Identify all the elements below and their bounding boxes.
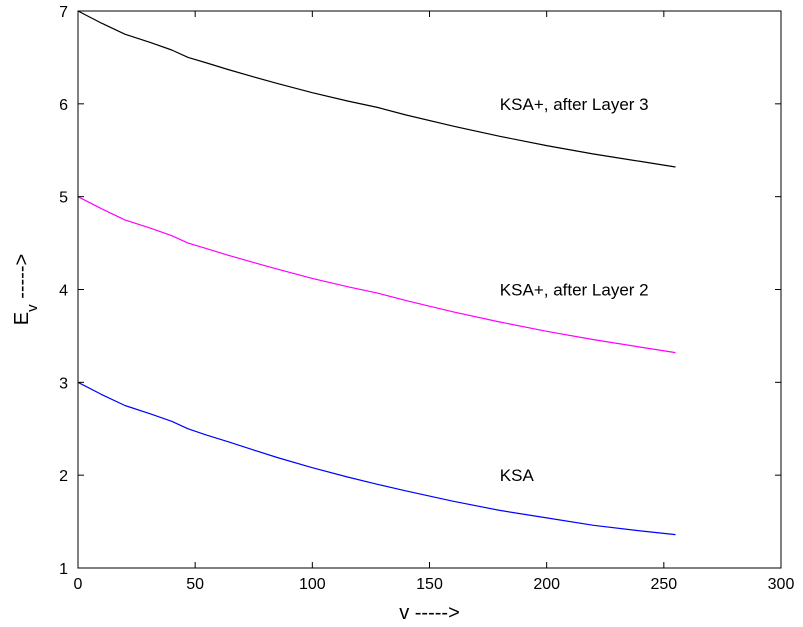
axis-ticks: 0 50 100 150 200 250 300 1 2 3 4 5 6 7 bbox=[59, 4, 794, 593]
series-labels: KSA+, after Layer 3 KSA+, after Layer 2 KS… bbox=[500, 95, 649, 485]
y-tick-label: 7 bbox=[59, 4, 68, 21]
x-axis-label: v -----> bbox=[399, 602, 460, 624]
series-label: KSA bbox=[500, 466, 535, 485]
series-label: KSA+, after Layer 3 bbox=[500, 95, 649, 114]
y-tick-label: 4 bbox=[59, 283, 68, 300]
plot-frame bbox=[77, 10, 782, 569]
series-line bbox=[77, 381, 676, 536]
x-tick-label: 250 bbox=[650, 576, 677, 593]
x-tick-label: 150 bbox=[416, 576, 443, 593]
x-tick-label: 50 bbox=[186, 576, 204, 593]
series-label: KSA+, after Layer 2 bbox=[500, 281, 649, 300]
series-line bbox=[77, 196, 676, 354]
y-axis-label-subscript: v bbox=[24, 304, 41, 312]
series-line bbox=[77, 10, 676, 168]
x-tick-label: 100 bbox=[299, 576, 326, 593]
y-tick-label: 3 bbox=[59, 375, 68, 392]
x-tick-label: 0 bbox=[74, 576, 83, 593]
y-tick-label: 6 bbox=[59, 97, 68, 114]
x-tick-label: 200 bbox=[533, 576, 560, 593]
y-tick-label: 1 bbox=[59, 561, 68, 578]
series-curves bbox=[77, 10, 676, 536]
y-axis-label-arrow: -----> bbox=[11, 254, 33, 305]
y-tick-label: 2 bbox=[59, 468, 68, 485]
y-axis-label-main: E bbox=[11, 312, 33, 325]
y-tick-label: 5 bbox=[59, 190, 68, 207]
y-axis-label: Ev -----> bbox=[11, 254, 41, 325]
x-tick-label: 300 bbox=[768, 576, 795, 593]
